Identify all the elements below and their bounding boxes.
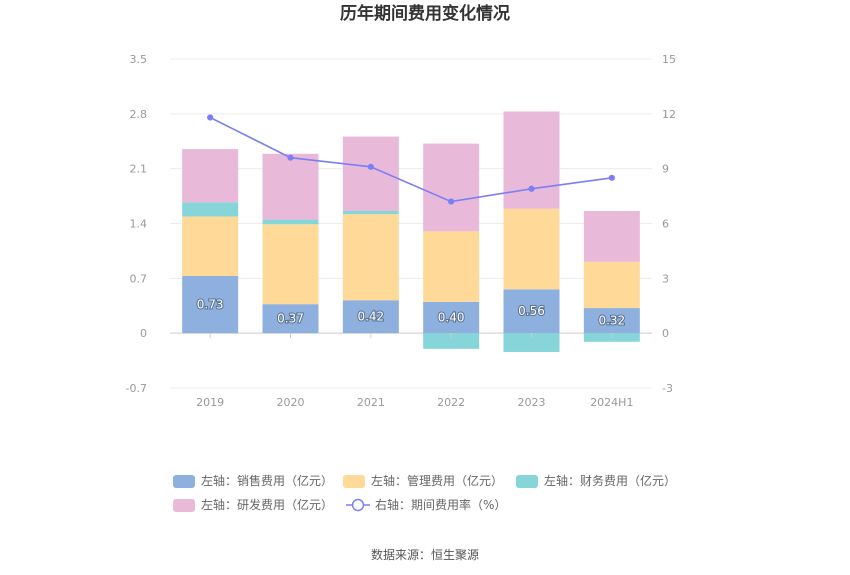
legend-swatch xyxy=(173,475,195,488)
legend-item[interactable]: 左轴：研发费用（亿元） xyxy=(173,497,333,512)
legend-marker xyxy=(351,498,365,512)
bar-segment xyxy=(182,149,239,203)
legend-label: 左轴：财务费用（亿元） xyxy=(544,473,676,488)
bar-segment xyxy=(262,153,319,220)
left-axis-tick-label: 2.1 xyxy=(130,163,148,176)
bar-segment xyxy=(423,231,480,302)
left-axis-tick-label: 0 xyxy=(140,327,147,340)
rate-point xyxy=(367,163,374,170)
bars xyxy=(182,111,640,352)
data-label: 0.37 xyxy=(277,312,304,326)
data-label: 0.40 xyxy=(438,311,465,325)
bar-segment xyxy=(583,210,640,262)
bar-segment xyxy=(342,300,399,334)
left-axis-tick-label: -0.7 xyxy=(126,382,147,395)
bar-segment xyxy=(262,304,319,334)
left-axis-tick-label: 1.4 xyxy=(130,218,148,231)
bar-segment xyxy=(342,210,399,215)
legend-label: 左轴：管理费用（亿元） xyxy=(371,473,503,488)
rate-line xyxy=(207,114,615,205)
bar-segment xyxy=(503,289,560,334)
bar-segment xyxy=(423,301,480,334)
bar-segment xyxy=(342,214,399,301)
bar-segment xyxy=(503,208,560,290)
left-axis-tick-label: 2.8 xyxy=(130,108,148,121)
bar-segment xyxy=(583,308,640,334)
bar-segment xyxy=(262,224,319,305)
legend[interactable]: 左轴：销售费用（亿元） 左轴：管理费用（亿元） 左轴：财务费用（亿元） 左轴：研发费用… xyxy=(173,473,676,512)
legend-swatch xyxy=(343,475,365,488)
legend-label: 左轴：研发费用（亿元） xyxy=(201,497,333,512)
data-label: 0.56 xyxy=(518,304,545,318)
rate-point xyxy=(207,114,214,121)
rate-point xyxy=(448,198,455,205)
bar-segment xyxy=(262,219,319,225)
bar-segment xyxy=(503,111,560,209)
rate-point xyxy=(608,174,615,181)
x-axis-tick-label: 2023 xyxy=(518,396,546,409)
right-axis-tick-label: 3 xyxy=(662,272,669,285)
legend-label: 右轴：期间费用率（%） xyxy=(375,497,506,512)
right-axis-tick-label: 12 xyxy=(662,108,676,121)
right-axis-tick-label: -3 xyxy=(662,382,673,395)
right-axis-tick-label: 15 xyxy=(662,53,676,66)
legend-swatch xyxy=(516,475,538,488)
source-note: 数据来源：恒生聚源 xyxy=(371,547,479,562)
data-label: 0.42 xyxy=(357,310,384,324)
bar-segment xyxy=(583,261,640,309)
bar-segment xyxy=(182,275,239,334)
legend-item[interactable]: 左轴：管理费用（亿元） xyxy=(343,473,503,488)
legend-item[interactable]: 右轴：期间费用率（%） xyxy=(346,497,506,512)
right-axis-tick-label: 6 xyxy=(662,218,669,231)
bar-segment xyxy=(503,333,560,352)
chart-title: 历年期间费用变化情况 xyxy=(340,3,510,24)
grid xyxy=(170,58,652,389)
right-axis-tick-label: 0 xyxy=(662,327,669,340)
bar-segment xyxy=(423,143,480,232)
x-axis-tick-label: 2020 xyxy=(277,396,305,409)
legend-item[interactable]: 左轴：销售费用（亿元） xyxy=(173,473,333,488)
x-axis-tick-label: 2024H1 xyxy=(590,396,633,409)
data-label: 0.73 xyxy=(197,298,224,312)
data-label: 0.32 xyxy=(598,314,625,328)
rate-point xyxy=(287,154,294,161)
bar-segment xyxy=(342,136,399,211)
x-axis-tick-label: 2021 xyxy=(357,396,385,409)
left-axis-tick-label: 0.7 xyxy=(130,272,148,285)
bar-segment xyxy=(182,202,239,217)
x-axis-tick-label: 2019 xyxy=(196,396,224,409)
legend-swatch xyxy=(173,499,195,512)
rate-line-path xyxy=(209,116,612,203)
legend-item[interactable]: 左轴：财务费用（亿元） xyxy=(516,473,676,488)
legend-label: 左轴：销售费用（亿元） xyxy=(201,473,333,488)
bar-segment xyxy=(182,216,239,276)
right-axis-tick-label: 9 xyxy=(662,163,669,176)
rate-point xyxy=(528,185,535,192)
bar-segment xyxy=(423,333,480,349)
data-labels: 0.73 0.37 0.42 0.40 0.56 0.32 xyxy=(196,297,626,329)
x-axis-tick-label: 2022 xyxy=(437,396,465,409)
left-axis-tick-label: 3.5 xyxy=(130,53,148,66)
